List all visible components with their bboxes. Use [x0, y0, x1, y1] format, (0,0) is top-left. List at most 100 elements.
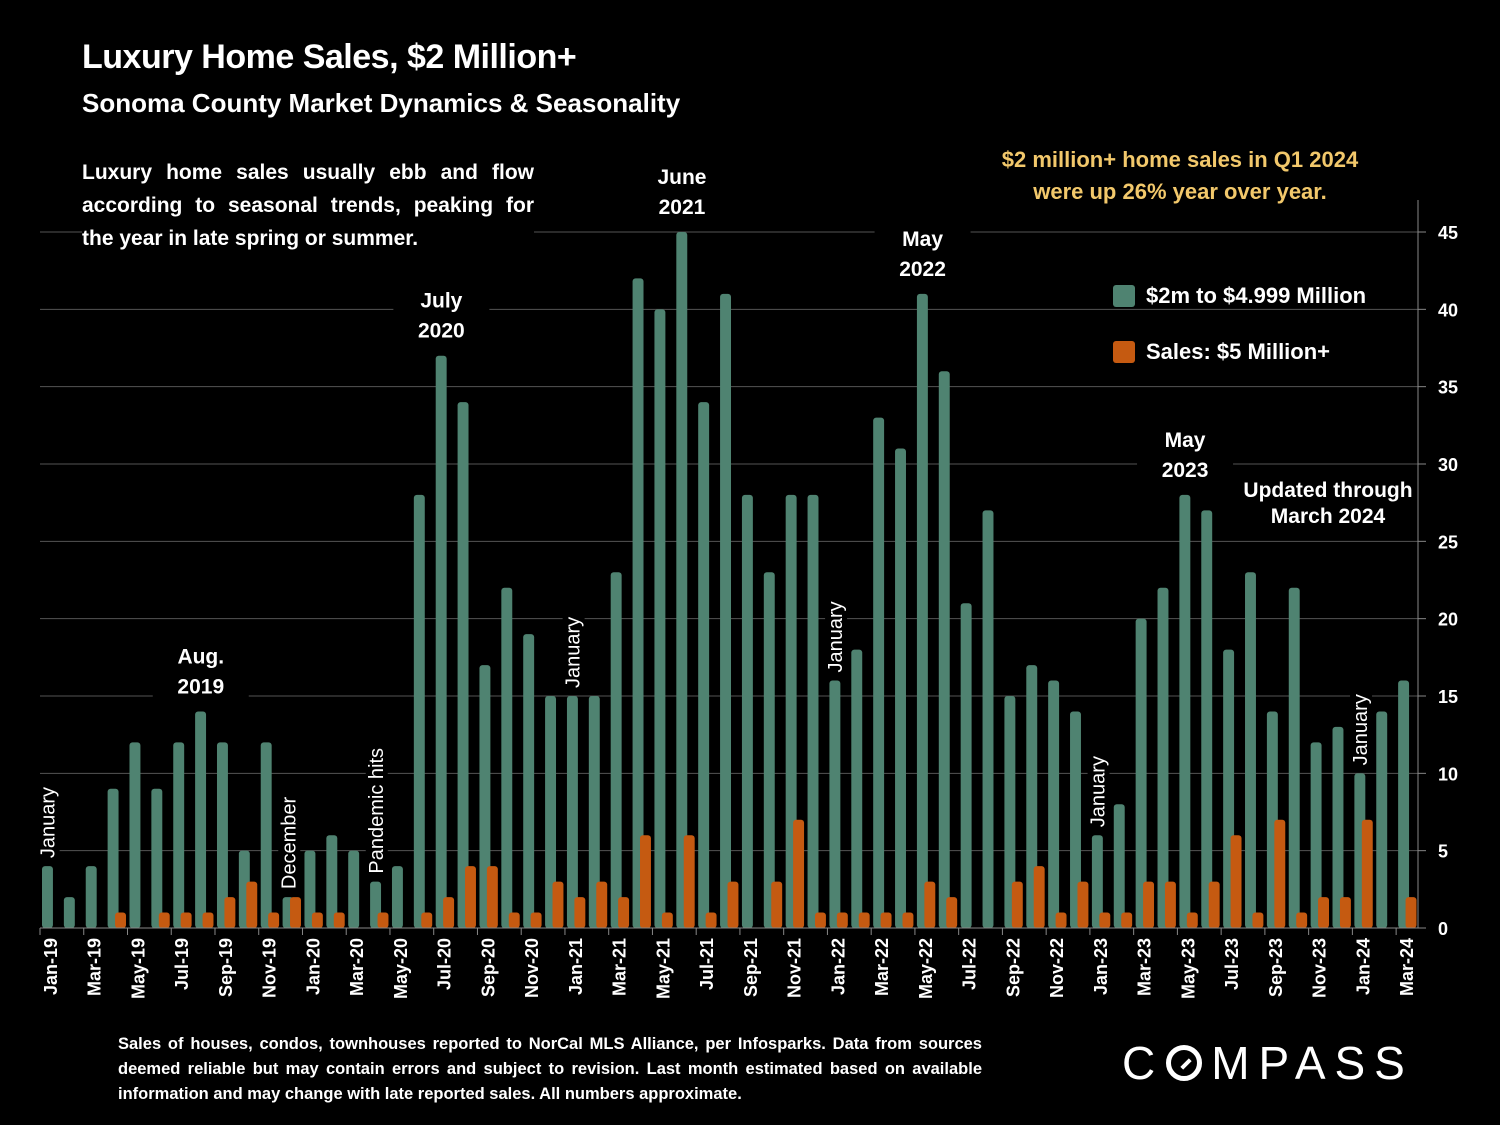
x-tick-label: Jan-23 [1091, 938, 1111, 995]
highlight-callout: $2 million+ home sales in Q1 2024 were u… [970, 144, 1390, 208]
bar-2m-to-5m [479, 665, 491, 928]
x-axis: Jan-19 Mar-19 May-19 Jul-19 Sep-19 Nov-19 Jan-… [39, 927, 1418, 999]
annotation-label: January [563, 617, 585, 688]
bar-2m-to-5m [1113, 804, 1125, 928]
bar-5m-plus [1011, 881, 1023, 928]
bar-5m-plus [115, 912, 126, 928]
bar-2m-to-5m [1026, 665, 1038, 928]
legend-item-2m-to-5m: $2m to $4.999 Million [1113, 268, 1366, 324]
annotation-label: December [278, 796, 300, 889]
bar-2m-to-5m [588, 696, 600, 928]
bar-2m-to-5m [1310, 742, 1322, 928]
bar-2m-to-5m [676, 232, 688, 928]
annotation-label: January [825, 601, 847, 672]
x-tick-label: Jul-21 [697, 938, 717, 990]
x-tick-label: Mar-21 [610, 938, 630, 996]
bar-5m-plus [640, 835, 651, 928]
bar-2m-to-5m [698, 402, 710, 929]
x-tick-label: Mar-23 [1135, 938, 1155, 996]
bar-5m-plus [858, 912, 870, 928]
bar-2m-to-5m [720, 293, 731, 928]
bar-5m-plus [1099, 912, 1111, 928]
bar-2m-to-5m [42, 866, 53, 928]
x-tick-label: Jul-23 [1222, 938, 1242, 990]
bar-5m-plus [268, 912, 280, 928]
bar-5m-plus [1033, 866, 1045, 928]
annotation-label: 2021 [659, 196, 706, 219]
bar-5m-plus [705, 912, 717, 928]
annotation-label: 2023 [1162, 459, 1209, 482]
x-tick-label: Nov-22 [1047, 938, 1067, 998]
bar-5m-plus [1405, 897, 1417, 928]
compass-o-icon [1166, 1045, 1203, 1081]
legend-swatch-green [1113, 285, 1135, 307]
x-tick-label: May-21 [653, 938, 673, 999]
x-tick-label: Sep-20 [478, 938, 498, 997]
bar-5m-plus [377, 912, 389, 928]
annotation-backing [365, 745, 388, 876]
bar-5m-plus [618, 897, 630, 928]
y-tick-label: 40 [1438, 300, 1458, 320]
bar-2m-to-5m [1004, 696, 1016, 928]
annotation-backing [152, 635, 249, 700]
x-tick-label: Sep-21 [741, 938, 761, 997]
bar-5m-plus [421, 912, 433, 928]
x-tick-label: Nov-19 [260, 938, 280, 998]
bar-2m-to-5m [1091, 835, 1103, 928]
x-tick-label: Nov-20 [522, 938, 542, 998]
bar-2m-to-5m [610, 572, 622, 928]
bar-2m-to-5m [654, 309, 666, 928]
bar-5m-plus [1055, 912, 1067, 928]
annotation-backing [37, 784, 60, 861]
x-tick-label: Sep-23 [1266, 938, 1286, 997]
bar-2m-to-5m [960, 603, 972, 928]
bar-2m-to-5m [1398, 680, 1410, 928]
annotation-label: July [420, 290, 462, 313]
x-tick-label: May-20 [391, 938, 411, 999]
y-tick-label: 0 [1438, 919, 1448, 939]
bar-5m-plus [1077, 881, 1089, 928]
bar-series [42, 232, 1417, 929]
bar-5m-plus [1186, 912, 1198, 928]
bar-2m-to-5m [916, 293, 928, 928]
x-tick-label: Mar-24 [1397, 938, 1417, 996]
y-tick-label: 10 [1438, 764, 1458, 784]
bar-5m-plus [1143, 881, 1155, 928]
bar-2m-to-5m [304, 850, 316, 928]
x-tick-label: Jul-20 [435, 938, 455, 990]
bar-2m-to-5m [63, 897, 75, 928]
bar-5m-plus [1361, 819, 1373, 928]
y-axis: 0 5 10 15 20 25 30 35 40 45 [1417, 200, 1458, 939]
bar-5m-plus [1296, 912, 1308, 928]
bar-2m-to-5m [1157, 587, 1169, 928]
legend-label: Sales: $5 Million+ [1146, 339, 1331, 364]
bar-2m-to-5m [195, 711, 207, 928]
bar-5m-plus [465, 866, 476, 928]
updated-note: March 2024 [1271, 505, 1386, 528]
bar-2m-to-5m [348, 850, 360, 928]
annotation-label: January [1088, 756, 1110, 827]
bar-5m-plus [486, 866, 498, 928]
bar-2m-to-5m [829, 680, 841, 928]
bar-2m-to-5m [763, 572, 775, 928]
bar-5m-plus [1339, 897, 1351, 928]
bar-2m-to-5m [501, 587, 513, 928]
annotation-label: May [902, 228, 943, 251]
bar-2m-to-5m [173, 742, 185, 928]
highlight-line-1: $2 million+ home sales in Q1 2024 [1001, 147, 1359, 172]
compass-logo: C MPASS [1122, 1036, 1414, 1090]
legend: $2m to $4.999 Million Sales: $5 Million+ [1113, 268, 1366, 380]
x-tick-label: May-19 [128, 938, 148, 999]
bar-2m-to-5m [85, 866, 97, 928]
chart-subtitle: Sonoma County Market Dynamics & Seasonal… [82, 88, 681, 118]
x-tick-label: Sep-22 [1003, 938, 1023, 997]
legend-item-5m-plus: Sales: $5 Million+ [1113, 324, 1366, 380]
bar-5m-plus [1164, 881, 1176, 928]
x-tick-label: Jan-24 [1353, 938, 1373, 995]
y-tick-label: 20 [1438, 610, 1458, 630]
bar-5m-plus [158, 912, 170, 928]
bar-2m-to-5m [129, 742, 141, 928]
bar-5m-plus [180, 912, 192, 928]
bar-2m-to-5m [741, 494, 753, 928]
annotation-backing [1137, 418, 1234, 483]
